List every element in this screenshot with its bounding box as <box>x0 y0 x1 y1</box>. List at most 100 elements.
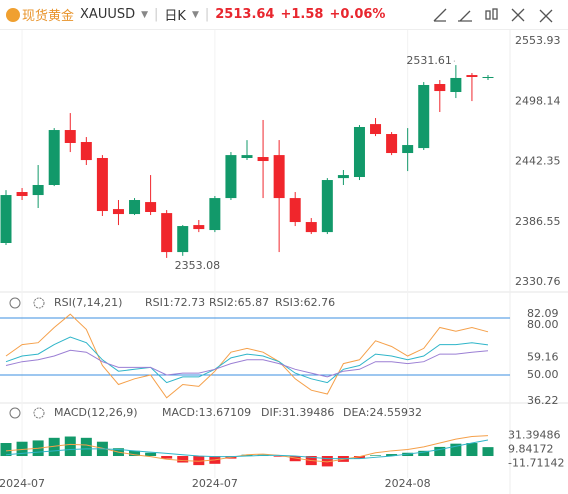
candle-body <box>32 184 44 196</box>
legend-entry: DEA:24.55932 <box>343 406 422 419</box>
macd-bar <box>434 446 446 457</box>
candle-body <box>225 155 237 199</box>
candle-body <box>64 130 76 143</box>
candle-body <box>161 213 173 253</box>
indicator-line <box>5 435 489 463</box>
macd-bar <box>80 437 92 457</box>
period[interactable]: 日K <box>164 9 186 24</box>
candle-body <box>353 127 365 178</box>
line-tool[interactable] <box>458 10 472 22</box>
dropdown[interactable]: ▼ <box>141 9 149 20</box>
candle-body <box>289 198 301 223</box>
candle-body <box>80 142 92 161</box>
candle-body <box>386 134 398 154</box>
symbol[interactable]: XAUUSD <box>80 7 136 22</box>
macd-bar <box>241 454 253 457</box>
y-tick-label: 2442.35 <box>515 155 561 168</box>
separator: | <box>154 7 159 22</box>
indicator-line <box>5 349 489 378</box>
dropdown[interactable]: ▼ <box>191 9 199 20</box>
indicator-title: MACD(12,26,9) <box>54 406 138 419</box>
separator: | <box>204 7 210 22</box>
y-tick-label: 50.00 <box>527 368 559 381</box>
candle-body <box>129 200 141 215</box>
candle-body <box>193 225 205 230</box>
candle-body <box>209 198 221 231</box>
gold-icon <box>6 7 20 22</box>
change: +1.58 <box>280 7 324 22</box>
macd-bar <box>161 456 173 459</box>
candle-body <box>482 76 494 78</box>
macd-bar <box>145 452 157 457</box>
tool-icons <box>433 8 553 23</box>
y-value-label: 36.22 <box>527 394 559 407</box>
candle-body <box>402 145 414 154</box>
macd-bar <box>16 441 28 457</box>
indicator-line <box>5 313 489 399</box>
candle-body <box>305 222 317 233</box>
macd-bar <box>177 456 189 463</box>
y-tick-label: 2330.76 <box>515 275 561 288</box>
visibility-icon[interactable] <box>9 407 21 419</box>
y-value-label: 82.09 <box>527 307 559 320</box>
legend-entry: DIF:31.39486 <box>261 406 334 419</box>
candle-body <box>145 202 157 212</box>
x-tick-label: 2024-07 <box>0 477 45 490</box>
low-annotation: 2353.08 <box>175 259 221 272</box>
y-tick-label: 2553.93 <box>515 34 561 47</box>
macd-bar <box>353 456 365 459</box>
legend-entry: RSI2:65.87 <box>209 296 269 309</box>
candle-body <box>450 77 462 93</box>
y-tick-label: 80.00 <box>527 318 559 331</box>
x-tick-label: 2024-08 <box>385 477 431 490</box>
candle-body <box>434 84 446 92</box>
y-tick-label: -11.71142 <box>508 457 564 470</box>
y-tick-label: 31.39486 <box>508 429 561 442</box>
indicator-line <box>5 439 489 460</box>
legend-entry: RSI3:62.76 <box>275 296 335 309</box>
candle-body <box>273 155 285 199</box>
legend-entry: MACD:13.67109 <box>162 406 251 419</box>
visibility-icon[interactable] <box>9 297 21 309</box>
candle-body <box>418 84 430 149</box>
draw-tool[interactable] <box>433 8 447 22</box>
candle-body <box>466 75 478 77</box>
indicator-title: RSI(7,14,21) <box>54 296 122 309</box>
macd-bar <box>321 456 333 467</box>
macd-bar <box>64 436 76 457</box>
legend-entry: RSI1:72.73 <box>145 296 205 309</box>
macd-bar <box>482 447 494 457</box>
macd-bar <box>466 443 478 457</box>
fullscreen[interactable] <box>539 9 553 23</box>
indicator[interactable] <box>511 8 525 22</box>
candle-body <box>16 192 28 197</box>
macd-bar <box>48 437 60 457</box>
change-pct: +0.06% <box>329 7 386 22</box>
candle-body <box>0 195 12 243</box>
y-tick-label: 2386.55 <box>515 215 561 228</box>
y-tick-label: 2498.14 <box>515 94 561 107</box>
y-tick-label: 9.84172 <box>508 443 554 456</box>
candle-body <box>177 226 189 253</box>
candle-body <box>112 209 124 215</box>
macd-bar <box>129 450 141 457</box>
macd-bar <box>193 456 205 466</box>
price: 2513.64 <box>215 7 275 22</box>
chart-type[interactable] <box>485 8 498 20</box>
settings-icon[interactable] <box>33 297 45 309</box>
y-value-label: 59.16 <box>527 351 559 364</box>
macd-bar <box>450 443 462 457</box>
candle-body <box>321 180 333 233</box>
high-annotation: 2531.61 <box>406 54 452 67</box>
candle-body <box>48 130 60 185</box>
candle-body <box>241 155 253 158</box>
macd-bar <box>289 456 301 462</box>
candle-body <box>370 124 382 135</box>
settings-icon[interactable] <box>33 407 45 419</box>
candle-body <box>257 157 269 162</box>
instrument-name[interactable]: 现货黄金 <box>22 9 75 24</box>
macd-bar <box>370 455 382 457</box>
macd-bar <box>418 450 430 457</box>
